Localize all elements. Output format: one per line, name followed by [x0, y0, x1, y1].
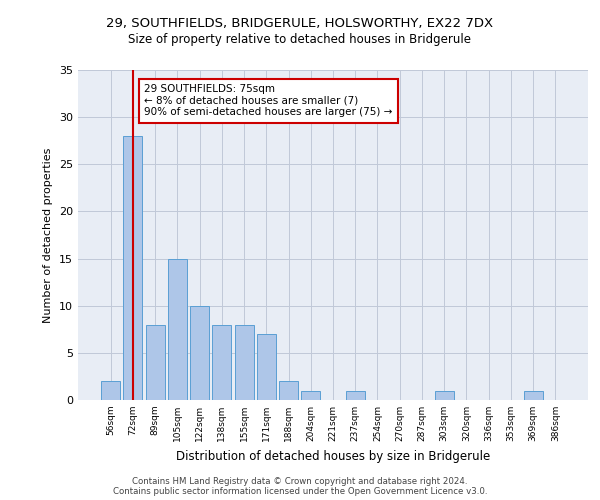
Bar — [279, 381, 298, 400]
Bar — [301, 390, 320, 400]
Bar — [235, 324, 254, 400]
Bar — [257, 334, 276, 400]
Bar — [124, 136, 142, 400]
X-axis label: Distribution of detached houses by size in Bridgerule: Distribution of detached houses by size … — [176, 450, 490, 462]
Bar — [146, 324, 164, 400]
Text: 29 SOUTHFIELDS: 75sqm
← 8% of detached houses are smaller (7)
90% of semi-detach: 29 SOUTHFIELDS: 75sqm ← 8% of detached h… — [144, 84, 392, 117]
Y-axis label: Number of detached properties: Number of detached properties — [43, 148, 53, 322]
Bar — [101, 381, 120, 400]
Bar — [524, 390, 542, 400]
Text: Contains HM Land Registry data © Crown copyright and database right 2024.: Contains HM Land Registry data © Crown c… — [132, 477, 468, 486]
Bar — [212, 324, 231, 400]
Text: Contains public sector information licensed under the Open Government Licence v3: Contains public sector information licen… — [113, 487, 487, 496]
Text: 29, SOUTHFIELDS, BRIDGERULE, HOLSWORTHY, EX22 7DX: 29, SOUTHFIELDS, BRIDGERULE, HOLSWORTHY,… — [106, 18, 494, 30]
Text: Size of property relative to detached houses in Bridgerule: Size of property relative to detached ho… — [128, 32, 472, 46]
Bar — [435, 390, 454, 400]
Bar — [190, 306, 209, 400]
Bar — [346, 390, 365, 400]
Bar — [168, 258, 187, 400]
